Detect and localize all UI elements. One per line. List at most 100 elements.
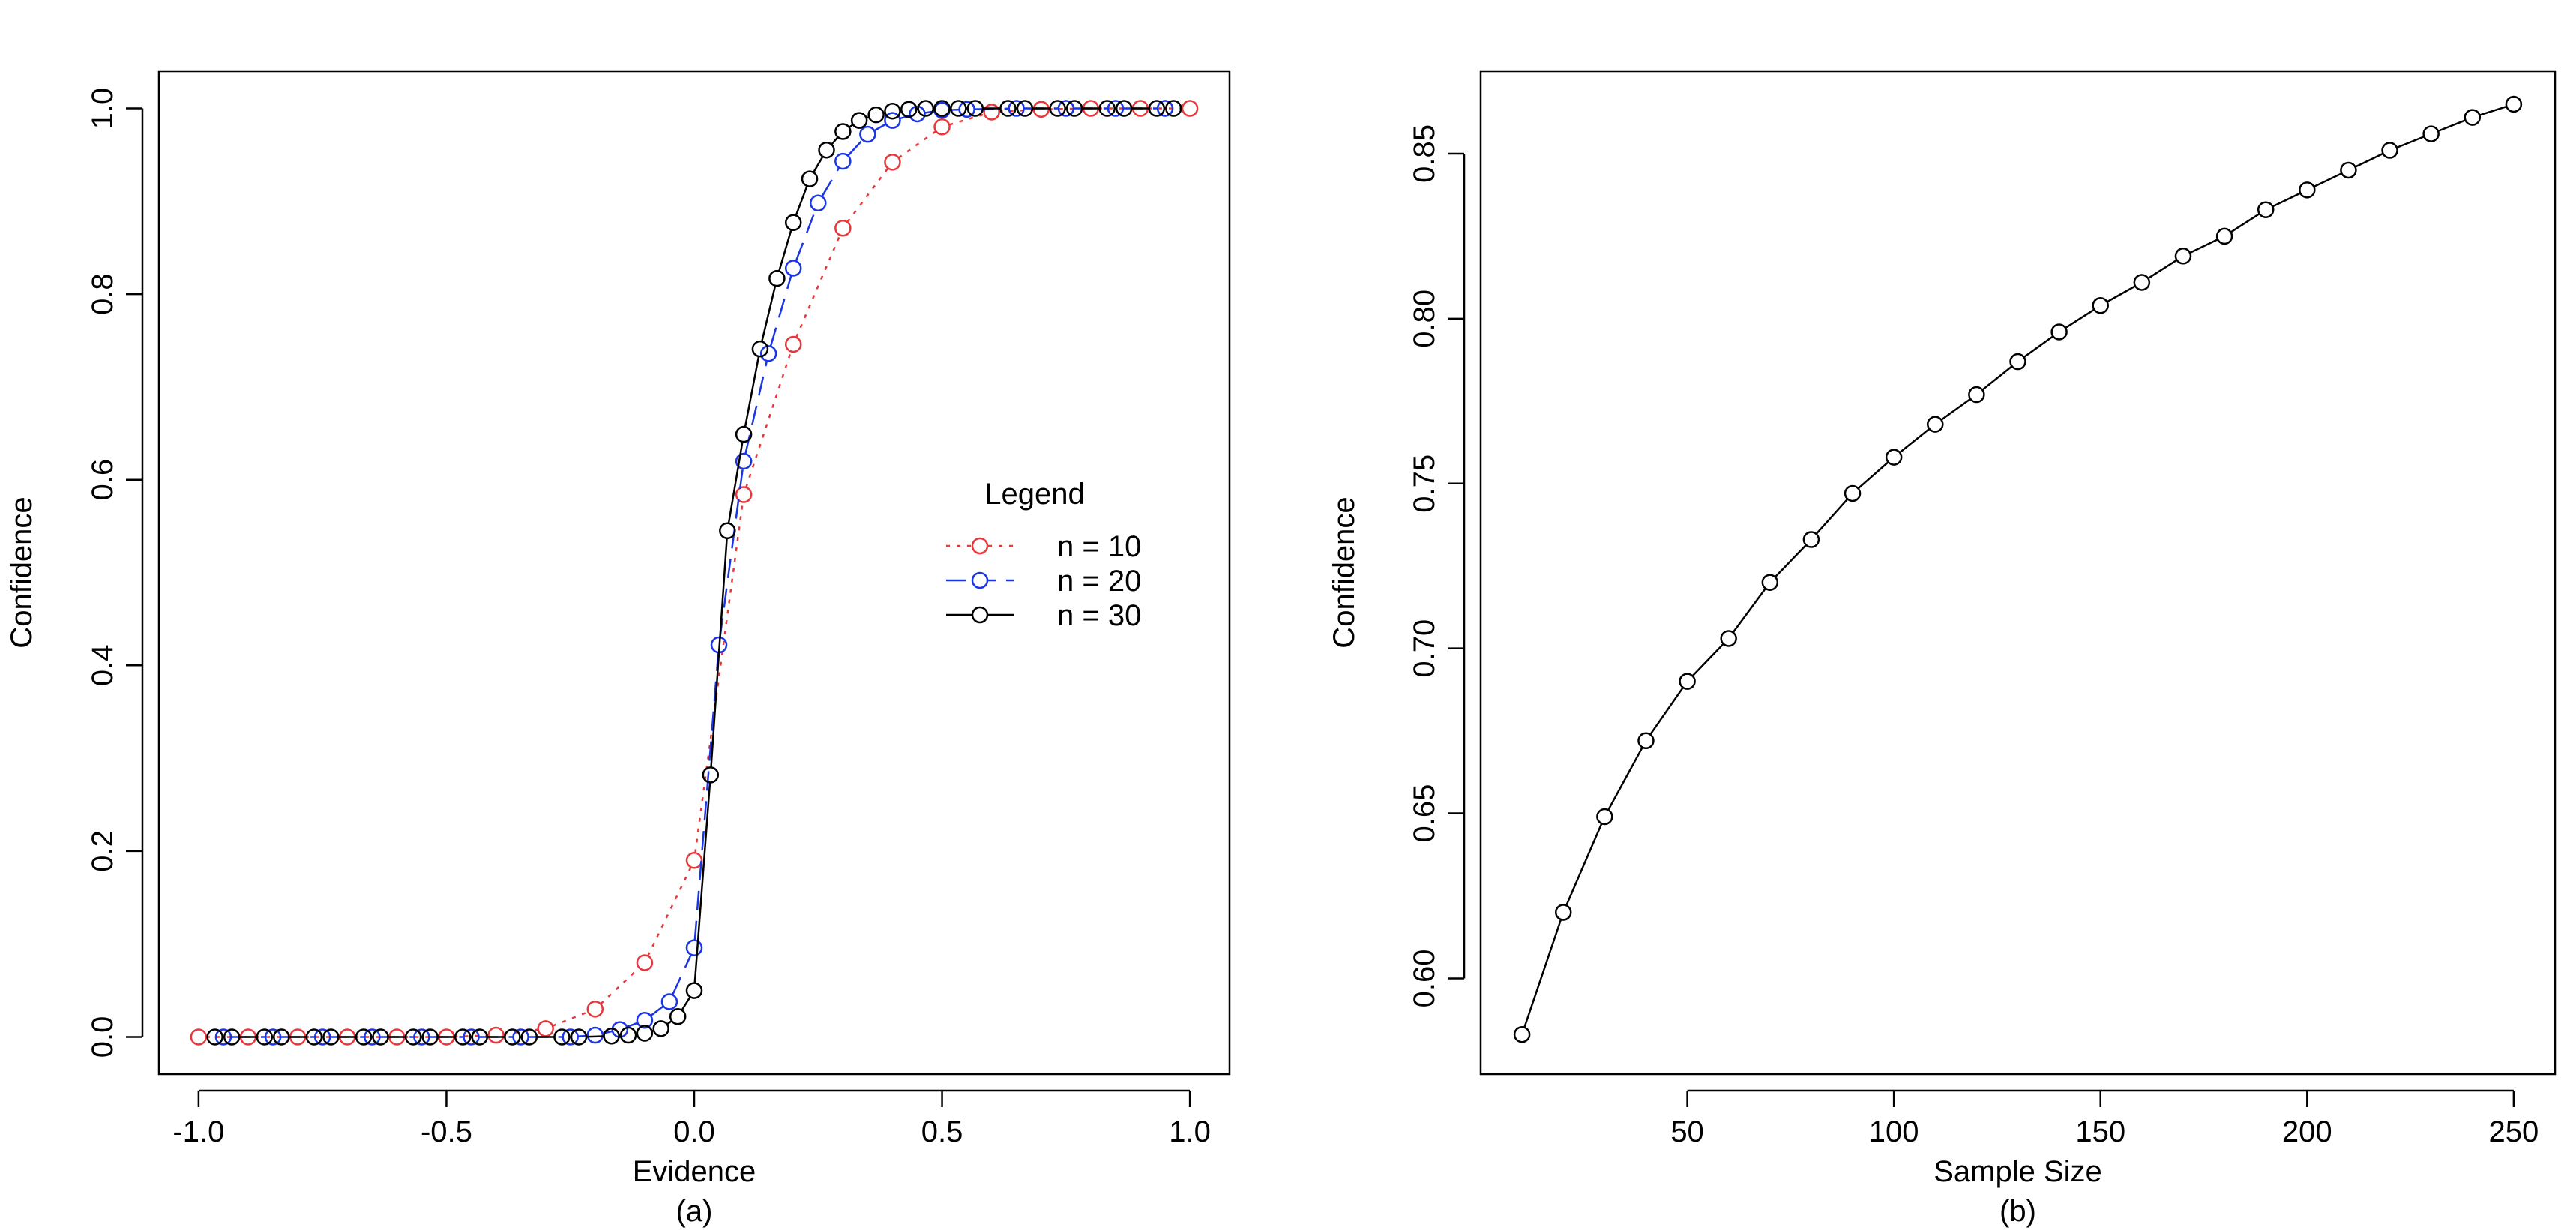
data-point — [1885, 448, 1903, 466]
data-point — [735, 452, 753, 470]
data-point — [2215, 227, 2233, 245]
data-point — [2422, 125, 2440, 142]
data-point — [735, 425, 753, 443]
data-point — [463, 1028, 480, 1046]
series-line — [1523, 105, 2507, 1028]
x-tick-label: 0.0 — [673, 1115, 715, 1148]
data-point — [1181, 100, 1199, 117]
data-point — [256, 1028, 274, 1046]
data-point — [1596, 808, 1613, 826]
data-point — [735, 486, 753, 503]
data-point — [834, 219, 852, 237]
data-point — [413, 1028, 430, 1046]
y-tick-label: 1.0 — [86, 88, 119, 130]
data-point — [768, 269, 786, 287]
data-point — [1679, 673, 1696, 690]
series-confidence — [1513, 95, 2523, 1043]
data-point — [784, 260, 802, 277]
data-point — [570, 1028, 588, 1046]
chart-panel-b: 50 100 150 200 250 Sample Size (b) 0.60 0.65 0.70… — [1328, 70, 2557, 1228]
data-point — [2133, 274, 2151, 291]
series-n-30 — [206, 100, 1182, 1046]
data-point — [537, 1020, 554, 1037]
x-tick-label: 150 — [2075, 1115, 2125, 1148]
data-point — [1065, 100, 1083, 117]
data-point — [2257, 201, 2275, 218]
data-point — [553, 1028, 571, 1046]
data-point — [2464, 109, 2482, 126]
data-point — [999, 100, 1017, 117]
data-point — [1802, 531, 1820, 548]
y-axis: 0.60 0.65 0.70 0.75 0.80 0.85 — [1408, 124, 1466, 1007]
data-point — [1720, 630, 1737, 647]
data-point — [504, 1028, 521, 1046]
data-point — [562, 1028, 579, 1046]
data-point — [669, 1007, 687, 1025]
data-point — [372, 1028, 389, 1046]
y-tick-label: 0.80 — [1408, 290, 1441, 348]
series-n-10 — [190, 100, 1199, 1046]
legend-label: n = 30 — [1057, 599, 1141, 632]
data-point — [305, 1028, 323, 1046]
data-point — [586, 1000, 604, 1018]
data-point — [454, 1028, 472, 1046]
legend-marker — [971, 537, 989, 555]
legend-label: n = 20 — [1057, 565, 1141, 598]
x-tick-label: 0.5 — [921, 1115, 963, 1148]
data-point — [1156, 100, 1174, 117]
data-point — [2340, 161, 2357, 179]
data-point — [636, 1024, 654, 1042]
data-point — [784, 214, 802, 232]
series-n-20 — [214, 100, 1174, 1046]
y-tick-label: 0.0 — [86, 1016, 119, 1058]
data-point — [759, 345, 777, 362]
data-point — [1165, 100, 1182, 117]
data-point — [660, 993, 678, 1010]
data-point — [404, 1028, 422, 1046]
x-tick-label: 1.0 — [1169, 1115, 1211, 1148]
data-point — [487, 1026, 505, 1044]
data-point — [1057, 100, 1075, 117]
panel-label: (a) — [676, 1195, 713, 1228]
data-point — [1098, 100, 1116, 117]
legend-entry: n = 20 — [946, 565, 1141, 598]
data-point — [2174, 248, 2192, 265]
data-point — [603, 1027, 620, 1045]
series-line — [205, 107, 1183, 1038]
data-point — [884, 154, 901, 171]
data-point — [2009, 352, 2026, 370]
data-point — [1115, 100, 1133, 117]
data-point — [884, 102, 901, 120]
x-tick-label: 100 — [1869, 1115, 1919, 1148]
data-point — [611, 1021, 629, 1038]
data-point — [784, 335, 802, 353]
data-point — [685, 939, 703, 956]
data-point — [2381, 142, 2398, 159]
data-point — [2505, 95, 2523, 113]
data-point — [801, 170, 819, 188]
series-line — [230, 107, 1158, 1038]
data-point — [834, 152, 852, 170]
legend-marker — [971, 606, 989, 624]
data-point — [364, 1028, 381, 1046]
x-axis-label: Evidence — [633, 1155, 756, 1188]
data-point — [1008, 100, 1025, 117]
x-tick-label: 200 — [2282, 1115, 2332, 1148]
data-point — [1016, 100, 1034, 117]
data-point — [1513, 1025, 1531, 1043]
data-point — [685, 852, 703, 869]
data-point — [520, 1028, 538, 1046]
legend-marker — [971, 572, 989, 590]
data-point — [933, 100, 951, 117]
x-axis: -1.0 -0.5 0.0 0.5 1.0 — [172, 1089, 1211, 1148]
data-point — [810, 194, 827, 212]
x-tick-label: 50 — [1670, 1115, 1704, 1148]
y-tick-label: 0.70 — [1408, 620, 1441, 678]
data-point — [471, 1028, 488, 1046]
panel-label: (b) — [1999, 1195, 2036, 1228]
data-point — [190, 1028, 208, 1046]
data-point — [1968, 386, 1985, 404]
data-point — [909, 105, 926, 123]
legend-entry: n = 10 — [946, 530, 1141, 563]
